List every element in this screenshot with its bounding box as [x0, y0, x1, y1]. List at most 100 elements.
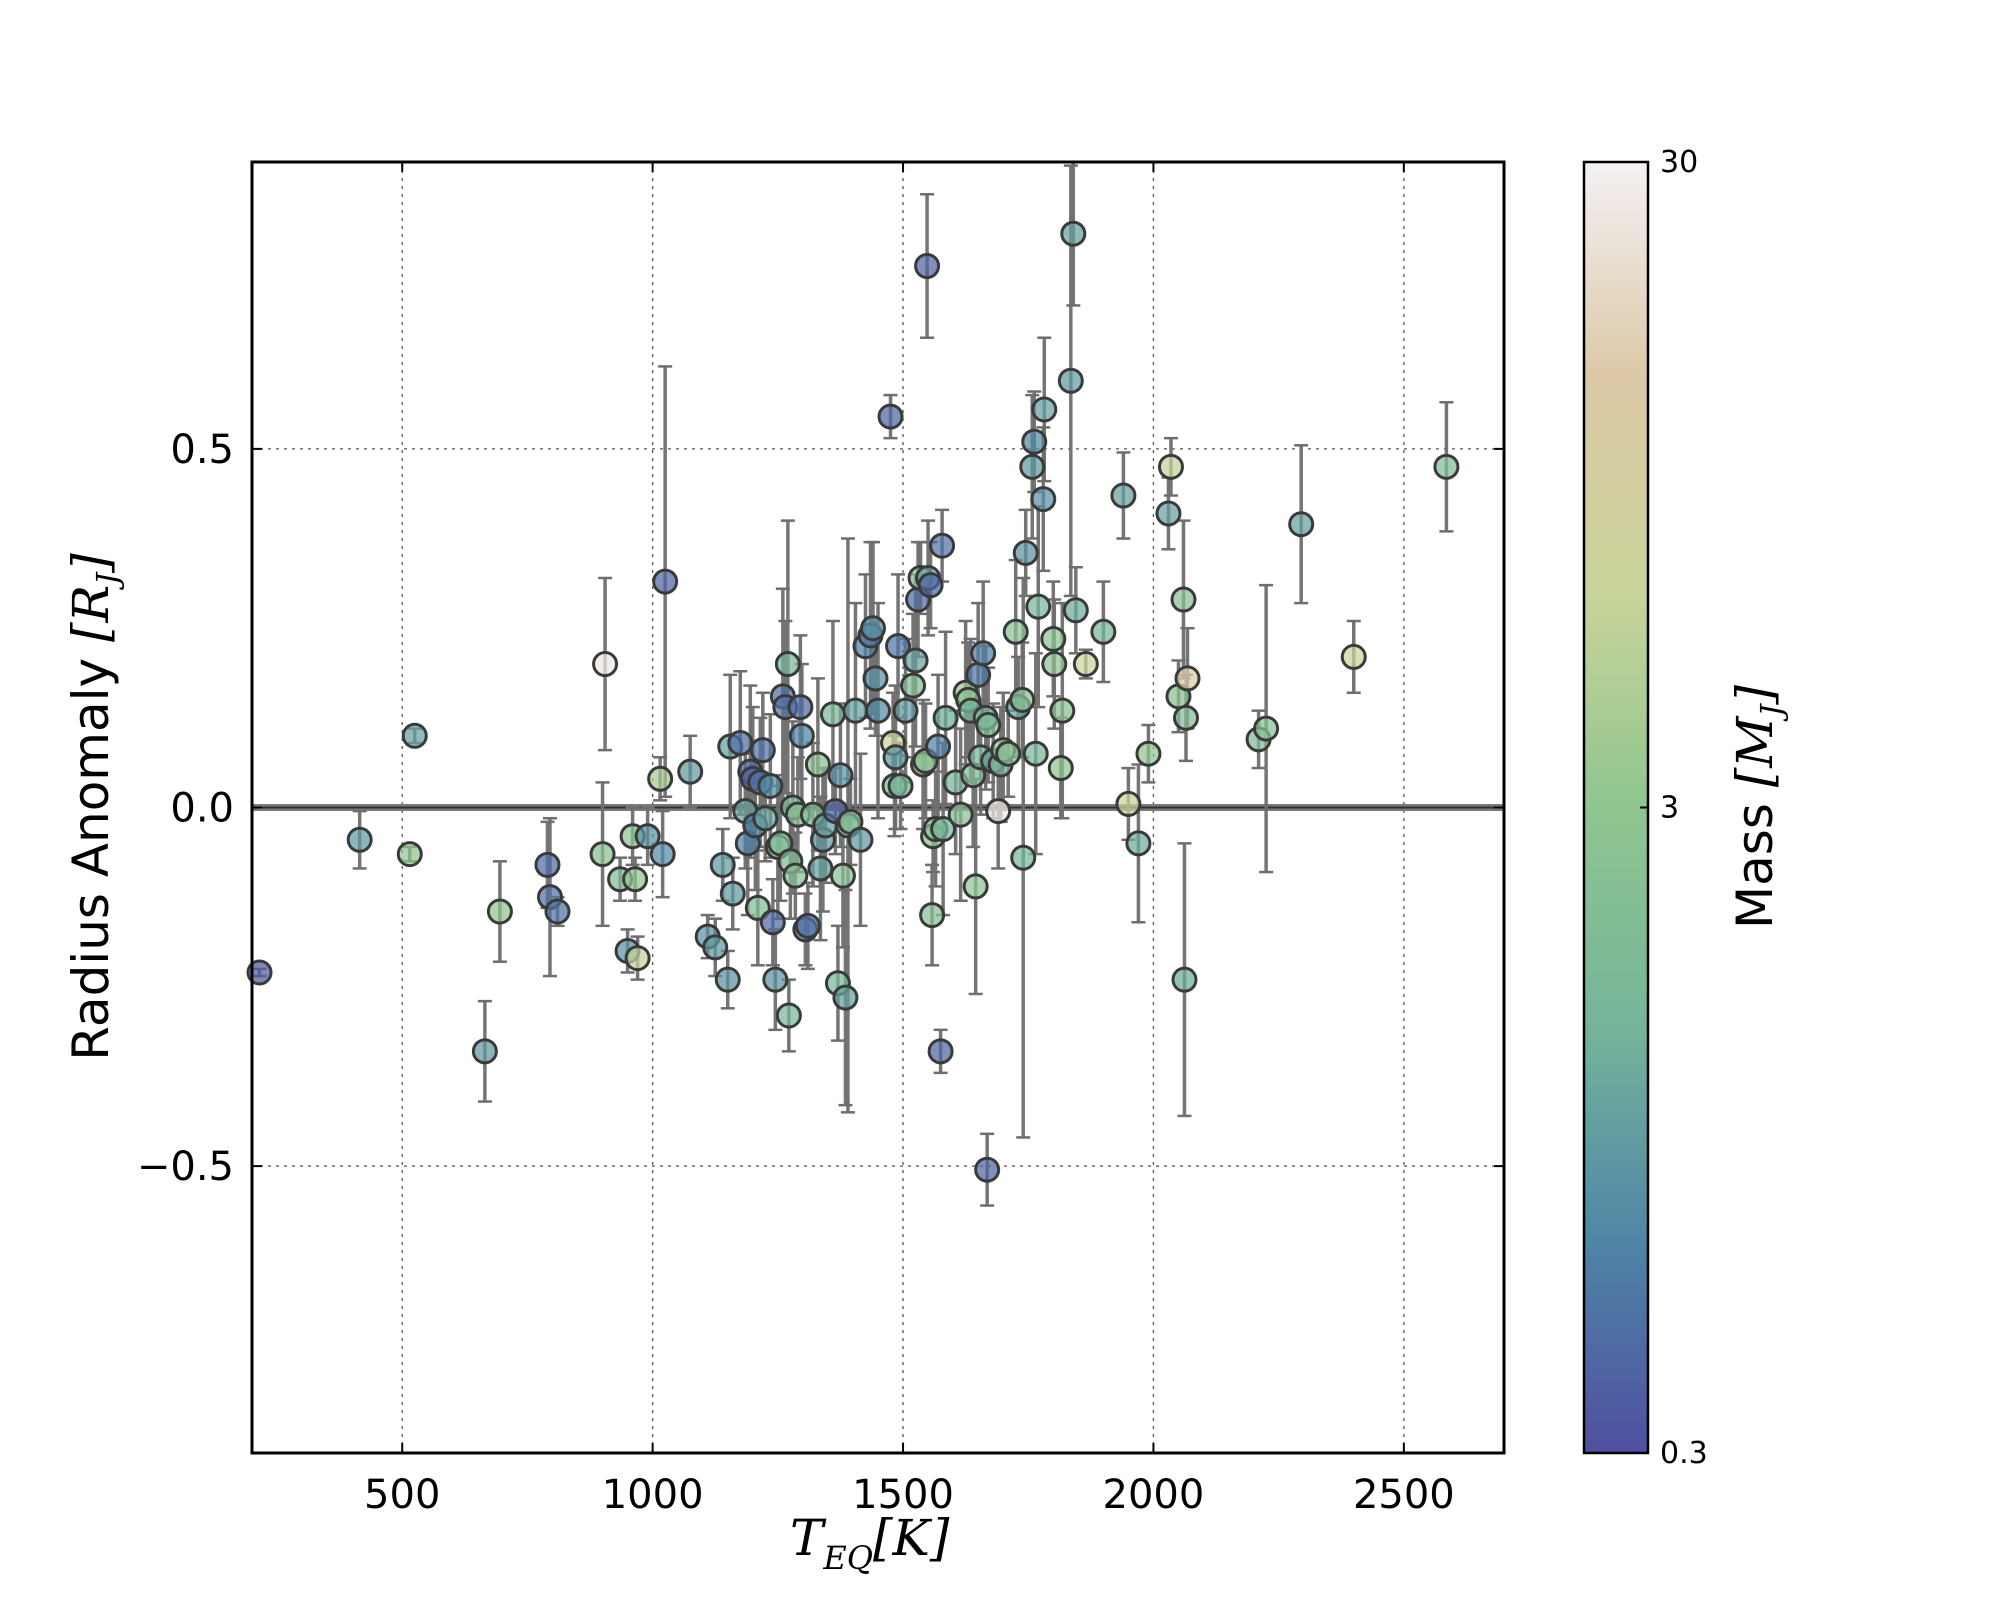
data-point	[1012, 539, 1039, 566]
data-point	[919, 902, 946, 929]
data-point	[1174, 665, 1201, 692]
data-point	[882, 744, 909, 771]
data-point	[1072, 651, 1099, 678]
data-point	[757, 772, 784, 799]
data-point	[1125, 830, 1152, 857]
x-axis-title-subscript: EQ	[822, 1539, 873, 1577]
data-point	[832, 984, 859, 1011]
data-point	[634, 823, 661, 850]
y-tick-label: 0.0	[170, 786, 234, 832]
colorbar-ticks: 30 3 0.3	[1640, 145, 1708, 1471]
data-point	[1047, 755, 1074, 782]
data-point	[534, 851, 561, 878]
data-points	[246, 220, 1460, 1183]
colorbar-tick-label: 3	[1660, 791, 1679, 826]
colorbar-title: Mass [MJ]	[1726, 685, 1790, 930]
data-point	[782, 862, 809, 889]
data-point	[702, 934, 729, 961]
data-point	[486, 898, 513, 925]
data-point	[1019, 453, 1046, 480]
x-tick-label: 1500	[852, 1472, 954, 1518]
y-tick-label: 0.5	[170, 427, 234, 473]
data-point	[1340, 643, 1367, 670]
data-point	[902, 647, 929, 674]
data-point	[1060, 220, 1087, 247]
data-point	[975, 712, 1002, 739]
data-point	[652, 568, 679, 595]
data-point	[865, 697, 891, 724]
data-point	[401, 722, 428, 749]
data-point	[885, 633, 912, 660]
data-point	[1057, 367, 1084, 394]
data-point	[719, 880, 746, 907]
data-point	[965, 661, 992, 688]
data-point	[829, 862, 856, 889]
data-point	[859, 615, 886, 642]
data-point	[1049, 697, 1076, 724]
data-point	[794, 912, 821, 939]
data-point	[589, 841, 616, 868]
data-point	[842, 697, 869, 724]
y-axis-ticks: −0.5 0.0 0.5	[137, 427, 1504, 1190]
data-point	[877, 403, 904, 430]
data-point	[346, 826, 373, 853]
data-point	[930, 816, 957, 843]
x-tick-label: 2000	[1103, 1472, 1205, 1518]
data-point	[544, 898, 571, 925]
x-axis-title-symbol: T	[790, 1509, 827, 1567]
data-point	[887, 772, 914, 799]
data-point	[900, 672, 927, 699]
data-point	[1030, 486, 1057, 513]
data-point	[1155, 500, 1182, 527]
data-point	[804, 751, 831, 778]
y-axis-title-symbol: [R	[62, 585, 120, 642]
y-tick-label: −0.5	[137, 1144, 234, 1190]
data-point	[1170, 586, 1197, 613]
colorbar-tick-label: 30	[1660, 145, 1698, 180]
x-axis-ticks: 500 1000 1500 2000 2500	[364, 162, 1455, 1518]
colorbar	[1582, 160, 1650, 1455]
data-point	[759, 909, 786, 936]
data-point	[1031, 396, 1058, 423]
data-point	[932, 704, 959, 731]
data-point	[929, 532, 956, 559]
y-axis-title-text: Radius Anomaly	[62, 642, 120, 1061]
data-point	[947, 801, 974, 828]
data-point	[647, 765, 674, 792]
data-point	[974, 1156, 1001, 1183]
data-point	[714, 966, 741, 993]
data-point	[892, 697, 919, 724]
data-point	[788, 722, 815, 749]
colorbar-title-symbol: [M	[1726, 715, 1784, 788]
x-axis-title-unit: [K]	[873, 1509, 950, 1567]
data-point	[1062, 597, 1089, 624]
data-point	[749, 737, 776, 764]
data-point	[649, 841, 676, 868]
data-point	[985, 798, 1012, 825]
data-point	[677, 758, 704, 785]
data-point	[1135, 740, 1162, 767]
data-point	[1002, 618, 1029, 645]
data-point	[807, 855, 834, 882]
data-point	[1041, 651, 1068, 678]
data-point	[1010, 844, 1037, 871]
data-point	[727, 729, 754, 756]
data-point	[787, 694, 814, 721]
data-point	[1022, 740, 1049, 767]
x-axis-title: TEQ[K]	[790, 1509, 950, 1577]
data-point	[1288, 511, 1315, 538]
data-point	[970, 640, 997, 667]
data-point	[847, 826, 874, 853]
data-point	[775, 1002, 802, 1029]
y-axis-title-close: ]	[62, 553, 120, 574]
data-point	[471, 1038, 498, 1065]
data-point	[1025, 593, 1052, 620]
data-point	[1115, 790, 1142, 817]
data-point	[1433, 453, 1460, 480]
data-point	[1090, 618, 1117, 645]
data-point	[246, 959, 273, 986]
data-point	[709, 851, 736, 878]
data-point	[1171, 966, 1198, 993]
data-point	[752, 805, 779, 832]
